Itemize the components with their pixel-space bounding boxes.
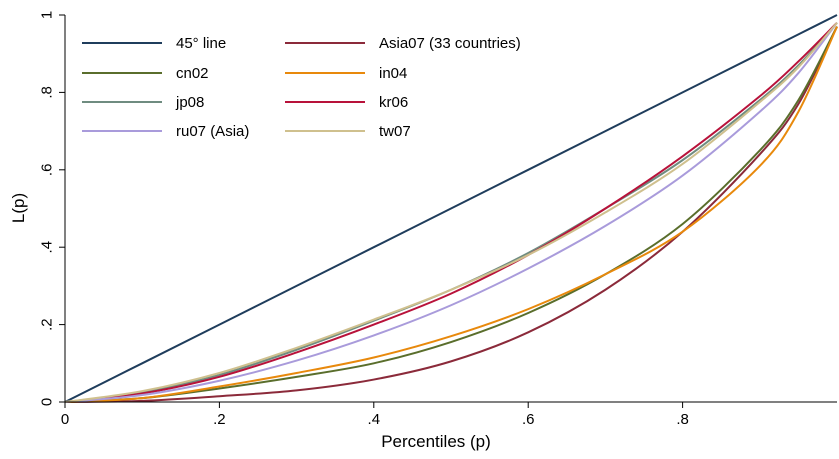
y-tick-label: 1 [39, 11, 56, 19]
axes: 0 .2 .4 .6 .8 0 .2 .4 .6 .8 1 [39, 11, 837, 428]
series-line-2 [64, 26, 838, 403]
y-tick-label: .4 [39, 241, 56, 254]
y-axis-title: L(p) [9, 193, 28, 223]
legend-label: Asia07 (33 countries) [379, 35, 521, 52]
y-tick-label: 0 [39, 398, 56, 406]
x-tick-label: 0 [61, 411, 69, 428]
x-tick-label: .6 [522, 411, 535, 428]
y-tick-label: .8 [39, 86, 56, 99]
legend-label: ru07 (Asia) [176, 123, 249, 140]
series-line-6 [64, 22, 838, 403]
series-lines [64, 14, 838, 403]
legend-label: jp08 [175, 94, 204, 111]
x-tick-label: .4 [368, 411, 381, 428]
series-line-5 [64, 22, 838, 403]
y-tick-label: .6 [39, 164, 56, 177]
legend-label: in04 [379, 65, 407, 82]
x-tick-label: .2 [213, 411, 226, 428]
series-line-1 [64, 26, 838, 403]
y-tick-label: .2 [39, 318, 56, 331]
legend-label: kr06 [379, 94, 408, 111]
legend-label: tw07 [379, 123, 411, 140]
series-line-3 [64, 26, 838, 403]
legend: 45° line Asia07 (33 countries) cn02 in04 jp0… [82, 35, 521, 140]
x-tick-label: .8 [676, 411, 689, 428]
series-line-0 [64, 14, 838, 403]
legend-label: 45° line [176, 35, 226, 52]
x-axis-title: Percentiles (p) [381, 432, 491, 451]
legend-label: cn02 [176, 65, 209, 82]
series-line-7 [64, 22, 838, 403]
